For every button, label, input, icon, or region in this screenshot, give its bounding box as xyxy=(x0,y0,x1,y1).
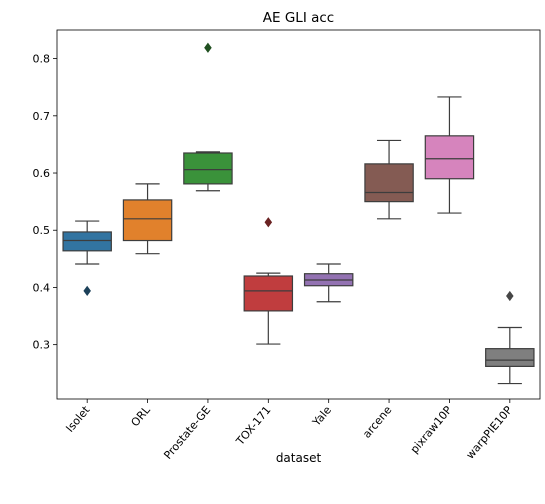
x-tick-label: Yale xyxy=(309,403,334,429)
x-tick-label: arcene xyxy=(360,403,394,440)
box-pixraw10p xyxy=(424,96,475,214)
box-yale xyxy=(303,263,354,303)
box-warppie10p xyxy=(485,290,535,385)
y-tick-label: 0.7 xyxy=(33,110,51,123)
box-isolet xyxy=(62,220,112,296)
y-tick-label: 0.8 xyxy=(33,53,51,66)
outlier-point xyxy=(506,290,514,302)
x-axis-label: dataset xyxy=(276,451,322,465)
box-iqr xyxy=(485,348,535,367)
box-iqr xyxy=(364,163,414,203)
box-iqr xyxy=(62,231,112,252)
x-tick-label: pixraw10P xyxy=(408,403,455,456)
y-tick-label: 0.4 xyxy=(33,281,51,294)
x-tick-label: warpPIE10P xyxy=(464,403,516,461)
box-iqr xyxy=(122,199,173,242)
box-arcene xyxy=(364,139,414,220)
outlier-point xyxy=(264,217,273,228)
y-tick-label: 0.6 xyxy=(33,167,51,180)
outlier-point xyxy=(204,42,212,53)
box-orl xyxy=(122,183,173,255)
plot-area xyxy=(62,42,535,385)
y-axis: 0.3 0.4 0.5 0.6 0.7 0.8 xyxy=(33,53,57,352)
box-prostate-ge xyxy=(183,42,233,192)
outlier-point xyxy=(83,285,91,296)
box-tox-171 xyxy=(243,217,294,345)
x-tick-label: TOX-171 xyxy=(233,404,274,449)
box-iqr xyxy=(424,135,475,180)
chart-title: AE GLI acc xyxy=(263,10,334,26)
y-tick-label: 0.5 xyxy=(33,224,51,237)
x-tick-label: Prostate-GE xyxy=(161,404,213,462)
box-iqr xyxy=(183,152,233,185)
y-tick-label: 0.3 xyxy=(33,339,51,352)
plot-frame xyxy=(56,29,541,400)
box-iqr xyxy=(243,275,294,312)
x-tick-label: Isolet xyxy=(63,403,93,435)
x-tick-label: ORL xyxy=(128,403,153,429)
